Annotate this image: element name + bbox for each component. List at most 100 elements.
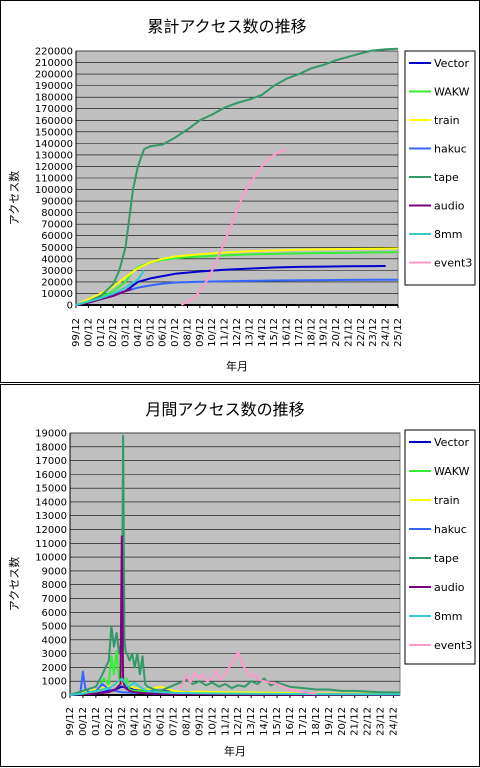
chart-1-x-tick-label: 06/12 <box>158 318 169 347</box>
chart-1-y-tick-label: 110000 <box>35 174 73 185</box>
chart-2-x-tick-label: 23/12 <box>376 707 387 736</box>
chart-1-legend <box>404 50 476 286</box>
chart-1-x-tick-label: 18/12 <box>306 318 317 347</box>
chart-2-x-tick-label: 14/12 <box>259 707 270 736</box>
chart-2-x-tick-label: 19/12 <box>324 707 335 736</box>
chart-2-x-tick-label: 02/12 <box>104 707 115 736</box>
chart-1-series-line-audio <box>75 287 133 306</box>
chart-1-y-tick-label: 220000 <box>35 47 73 58</box>
chart-1-x-tick-label: 17/12 <box>294 318 305 347</box>
chart-2-y-tick-label: 7000 <box>42 594 67 605</box>
chart-1-y-tick-label: 40000 <box>41 254 73 265</box>
chart-1-y-axis-label: アクセス数 <box>8 171 21 225</box>
chart-1-y-tick-label: 150000 <box>35 127 73 138</box>
chart-2-legend-label: Vector <box>434 436 470 449</box>
chart-2-x-tick-label: 99/12 <box>65 707 76 736</box>
chart-2-legend-label: hakuc <box>434 523 467 536</box>
chart-1-x-tick-label: 12/12 <box>232 318 243 347</box>
chart-2-legend-label: 8mm <box>434 610 462 623</box>
chart-2-y-tick-label: 10000 <box>35 553 67 564</box>
chart-1-y-tick-label: 30000 <box>41 266 73 277</box>
chart-1-y-tick-label: 140000 <box>35 139 73 150</box>
chart-1-x-tick-label: 99/12 <box>71 318 82 347</box>
chart-1-legend-label: event3 <box>434 257 472 270</box>
chart-2-title: 月間アクセス数の推移 <box>145 400 304 419</box>
chart-2-legend-label: WAKW <box>434 465 470 478</box>
chart-2-y-tick-label: 16000 <box>35 470 67 481</box>
chart-1-x-tick-label: 07/12 <box>170 318 181 347</box>
chart-1-legend-label: WAKW <box>434 86 470 99</box>
chart-1-y-tick-label: 160000 <box>35 116 73 127</box>
chart-2-y-tick-label: 1000 <box>42 677 67 688</box>
chart-1-x-tick-label: 09/12 <box>195 318 206 347</box>
chart-2-x-tick-label: 18/12 <box>311 707 322 736</box>
chart-1-series-line-8mm <box>75 269 145 306</box>
chart-2-series-line-event3 <box>179 651 317 695</box>
chart-1-x-tick-label: 13/12 <box>244 318 255 347</box>
chart-1-series-line-tape <box>75 47 399 306</box>
chart-1-x-tick-label: 08/12 <box>182 318 193 347</box>
chart-1-x-tick-label: 25/12 <box>393 318 404 347</box>
chart-2-x-tick-label: 17/12 <box>298 707 309 736</box>
chart-1-y-tick-label: 0 <box>67 301 73 312</box>
chart-2-x-axis-label: 年月 <box>224 744 246 758</box>
chart-2-legend-label: tape <box>434 552 459 565</box>
chart-2-y-axis-label: アクセス数 <box>8 557 21 611</box>
chart-1-y-tick-label: 20000 <box>41 277 73 288</box>
chart-1-y-tick-label: 180000 <box>35 93 73 104</box>
chart-1-x-tick-label: 15/12 <box>269 318 280 347</box>
chart-1-legend-label: hakuc <box>434 143 467 156</box>
chart-1-title: 累計アクセス数の推移 <box>147 17 306 36</box>
chart-2-x-tick-label: 01/12 <box>91 707 102 736</box>
chart-1-y-tick-label: 200000 <box>35 70 73 81</box>
chart-2-y-tick-label: 12000 <box>35 525 67 536</box>
chart-1-x-tick-label: 16/12 <box>282 318 293 347</box>
chart-2-y-tick-label: 13000 <box>35 511 67 522</box>
chart-1-legend-label: 8mm <box>434 228 462 241</box>
chart-2-x-tick-label: 00/12 <box>78 707 89 736</box>
chart-1-series-line-train <box>75 247 399 306</box>
chart-1-x-tick-label: 19/12 <box>319 318 330 347</box>
chart-1-x-tick-label: 20/12 <box>331 318 342 347</box>
chart-2-legend-label: train <box>434 494 460 507</box>
chart-1-legend-label: audio <box>434 200 465 213</box>
chart-1-y-tick-label: 190000 <box>35 81 73 92</box>
chart-2-x-tick-label: 03/12 <box>117 707 128 736</box>
chart-2-x-tick-label: 04/12 <box>130 707 141 736</box>
chart-1-x-tick-label: 05/12 <box>145 318 156 347</box>
chart-1-x-tick-label: 10/12 <box>207 318 218 347</box>
chart-2-y-tick-label: 17000 <box>35 456 67 467</box>
chart-2-y-tick-label: 18000 <box>35 442 67 453</box>
chart-2-x-tick-label: 06/12 <box>156 707 167 736</box>
chart-1-x-tick-label: 02/12 <box>108 318 119 347</box>
chart-2-y-tick-label: 9000 <box>42 566 67 577</box>
chart-1-x-tick-label: 01/12 <box>96 318 107 347</box>
chart-2-y-tick-label: 6000 <box>42 608 67 619</box>
chart-2-y-tick-label: 14000 <box>35 497 67 508</box>
chart-1-x-axis-label: 年月 <box>226 359 248 373</box>
chart-1-x-tick-label: 14/12 <box>257 318 268 347</box>
chart-2-y-tick-label: 5000 <box>42 622 67 633</box>
chart-1-y-tick-label: 10000 <box>41 289 73 300</box>
chart-2-x-tick-label: 24/12 <box>389 707 400 736</box>
chart-2-y-tick-label: 3000 <box>42 649 67 660</box>
chart-2-x-tick-label: 21/12 <box>350 707 361 736</box>
chart-2-y-tick-label: 4000 <box>42 635 67 646</box>
chart-1-legend-label: train <box>434 114 460 127</box>
chart-2-y-tick-label: 8000 <box>42 580 67 591</box>
chart-2-x-tick-label: 16/12 <box>285 707 296 736</box>
chart-1-x-tick-label: 03/12 <box>121 318 132 347</box>
chart-1-y-tick-label: 60000 <box>41 231 73 242</box>
chart-2-x-tick-label: 22/12 <box>363 707 374 736</box>
chart-1-series-line-wakw <box>75 251 399 306</box>
chart-1-y-tick-label: 80000 <box>41 208 73 219</box>
chart-1-x-tick-label: 04/12 <box>133 318 144 347</box>
chart-2-y-tick-label: 19000 <box>35 429 67 440</box>
chart-1-series-line-event3 <box>180 148 287 306</box>
chart-2-y-tick-label: 15000 <box>35 484 67 495</box>
chart-2-y-tick-label: 2000 <box>42 663 67 674</box>
chart-2-x-tick-label: 13/12 <box>246 707 257 736</box>
chart-1-y-tick-label: 100000 <box>35 185 73 196</box>
chart-1-x-tick-label: 00/12 <box>83 318 94 347</box>
chart-2-x-tick-label: 05/12 <box>143 707 154 736</box>
